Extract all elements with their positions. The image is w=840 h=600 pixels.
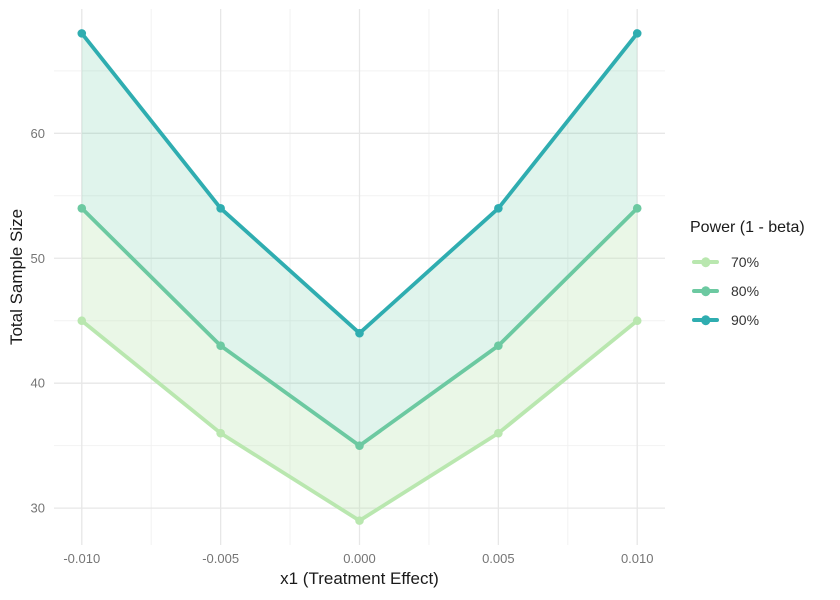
x-tick-label: 0.005 [482,551,515,566]
legend-label-80: 80% [731,283,760,299]
legend-point-swatch [700,286,711,296]
legend-label-90: 90% [731,312,760,328]
legend-key-80-icon [692,281,719,301]
legend-point-swatch [700,315,711,325]
data-point-80% [494,341,503,351]
data-point-90% [216,203,225,213]
legend-key-70-icon [692,252,719,272]
data-point-70% [494,428,503,438]
data-point-70% [77,316,87,326]
data-point-80% [632,203,642,213]
legend: Power (1 - beta) 70% 80% 90% [690,219,805,339]
legend-item-90: 90% [690,310,805,330]
data-point-70% [216,428,225,438]
x-axis-title: x1 (Treatment Effect) [280,569,439,588]
y-tick-label: 50 [31,251,45,266]
x-tick-label: -0.005 [202,551,239,566]
ribbon-70%-80% [81,208,638,521]
y-tick-label: 40 [31,376,45,391]
data-point-80% [355,441,364,450]
data-point-70% [632,316,642,326]
legend-point-swatch [700,257,711,267]
x-tick-label: 0.010 [621,551,654,566]
data-point-90% [355,328,364,338]
y-axis-title: Total Sample Size [7,208,26,346]
legend-label-70: 70% [731,254,760,270]
data-point-70% [355,516,364,525]
data-point-90% [494,203,503,213]
legend-key-90-icon [692,310,719,330]
legend-item-70: 70% [690,252,805,272]
data-point-90% [632,29,642,38]
legend-title: Power (1 - beta) [690,219,805,236]
data-point-90% [77,29,87,38]
x-tick-label: -0.010 [63,551,100,566]
y-tick-label: 60 [31,126,45,141]
data-point-80% [77,203,87,213]
data-point-80% [216,341,225,351]
y-tick-label: 30 [31,501,45,516]
legend-item-80: 80% [690,281,805,301]
x-tick-label: 0.000 [343,551,376,566]
